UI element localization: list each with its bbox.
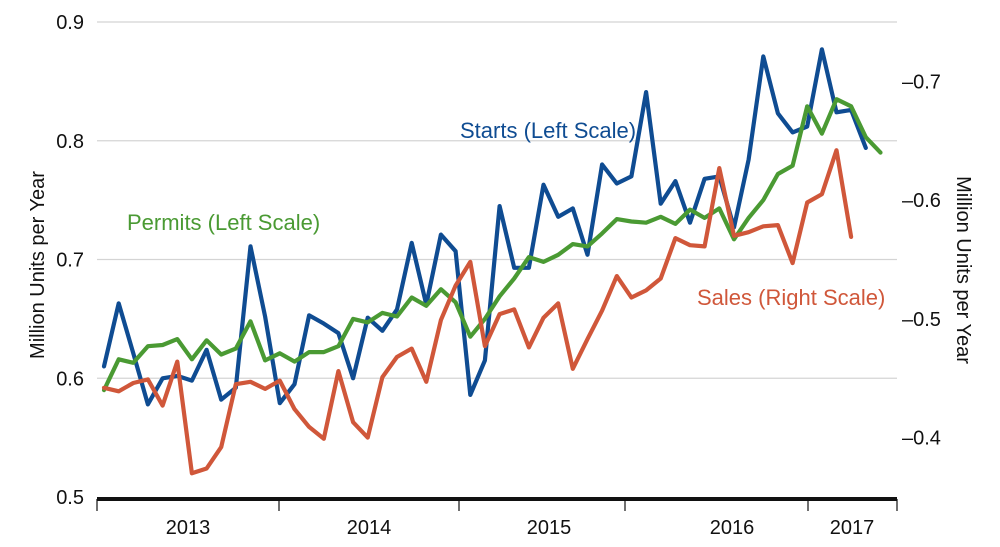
sales-label: Sales (Right Scale) [697, 285, 885, 310]
x-tick-label: 2015 [527, 517, 572, 539]
right-tick-label: –0.5 [902, 309, 941, 331]
right-tick-label: –0.6 [902, 190, 941, 212]
permits-label: Permits (Left Scale) [127, 210, 320, 235]
sales-line [101, 148, 854, 476]
left-axis-title: Million Units per Year [27, 171, 49, 359]
labels: 0.5 0.6 0.7 0.8 0.9 –0.4 –0.5 –0.6 –0.7 2013 2014 2… [27, 12, 974, 539]
x-tick-label: 2014 [347, 517, 392, 539]
left-tick-label: 0.5 [56, 487, 84, 509]
right-axis-title: Million Units per Year [952, 176, 974, 364]
left-tick-label: 0.8 [56, 131, 84, 153]
left-tick-label: 0.6 [56, 368, 84, 390]
axes [96, 497, 898, 511]
left-tick-label: 0.9 [56, 12, 84, 34]
x-tick-label: 2016 [710, 517, 755, 539]
left-tick-label: 0.7 [56, 250, 84, 272]
permits-line [101, 97, 883, 393]
series-lines [101, 47, 883, 476]
x-tick-label: 2017 [830, 517, 875, 539]
gridlines [97, 21, 897, 379]
x-tick-label: 2013 [166, 517, 211, 539]
starts-label: Starts (Left Scale) [460, 118, 636, 143]
right-tick-label: –0.4 [902, 428, 941, 450]
starts-line [101, 47, 868, 407]
right-tick-label: –0.7 [902, 71, 941, 93]
